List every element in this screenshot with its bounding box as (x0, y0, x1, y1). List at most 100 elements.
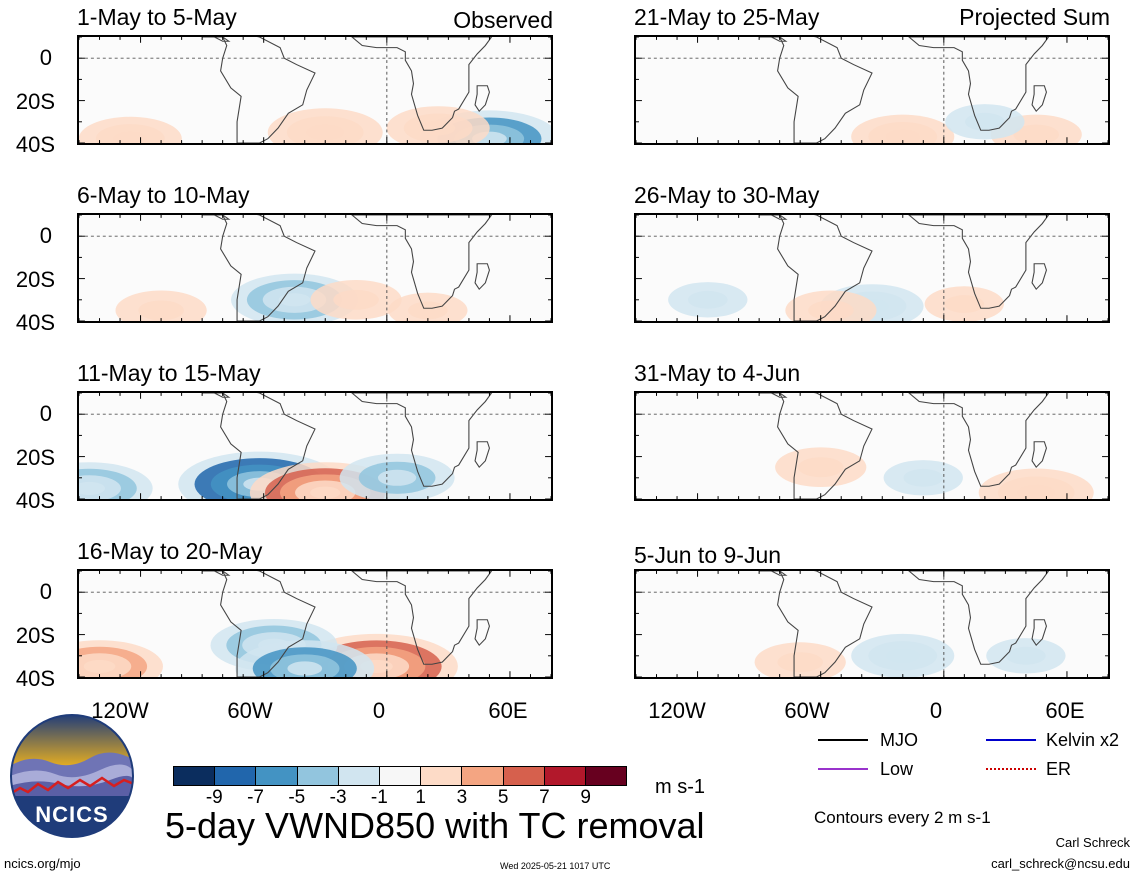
ytick-r4-20s: 20S (15, 623, 55, 648)
ytick-r4-40s: 40S (15, 666, 55, 691)
panel-title-left-4: 16-May to 20-May (77, 538, 263, 564)
anomaly-contour (1013, 124, 1060, 143)
colorbar-label: 5 (497, 787, 509, 808)
anomaly-contour (408, 301, 448, 320)
ytick-r2-0: 0 (39, 223, 52, 248)
legend-label-mjo: MJO (880, 730, 918, 750)
anomaly-contour (421, 120, 456, 136)
anomaly-contour (79, 481, 106, 495)
colorbar (173, 766, 627, 786)
colorbar-bin (502, 767, 544, 785)
panel-title-right-2: 26-May to 30-May (634, 182, 820, 208)
anomaly-contour (1006, 646, 1046, 665)
coastline (908, 215, 1050, 309)
colorbar-label: 1 (415, 787, 426, 808)
colorbar-bin (174, 767, 215, 785)
anomaly-contour (777, 652, 824, 673)
xtick-right-120w: 120W (648, 698, 706, 723)
colorbar-bin (296, 767, 338, 785)
coastline (474, 619, 490, 647)
coastline (474, 85, 490, 113)
ytick-r2-20s: 20S (15, 267, 55, 292)
coastline (759, 571, 788, 576)
ytick-r3-0: 0 (39, 401, 52, 426)
map-svg (79, 571, 551, 677)
coastline (474, 441, 490, 469)
coastline (1031, 85, 1047, 113)
coastline (220, 215, 316, 321)
anomaly-contour (310, 486, 341, 499)
legend-label-er: ER (1046, 759, 1072, 779)
colorbar-label: 9 (580, 787, 591, 808)
map-panel-right-3 (634, 391, 1110, 501)
xtick-right-60e: 60E (1045, 698, 1085, 723)
website-url: ncics.org/mjo (4, 856, 81, 871)
map-panel-left-3 (77, 391, 553, 501)
colorbar-bin (337, 767, 379, 785)
legend-label-low: Low (880, 759, 914, 779)
colorbar-label: -5 (288, 787, 306, 808)
map-panel-left-1 (77, 35, 553, 145)
main-title: 5-day VWND850 with TC removal (165, 805, 705, 846)
ytick-r4-0: 0 (39, 579, 52, 604)
coastline (351, 37, 493, 131)
anomaly-contour (885, 648, 920, 664)
anomaly-contour (333, 289, 379, 310)
map-svg (636, 393, 1108, 499)
legend-line-mjo (818, 739, 868, 741)
colorbar-bin (461, 767, 503, 785)
xtick-left-0: 0 (372, 698, 386, 723)
map-panel-right-1 (634, 35, 1110, 145)
map-panel-left-2 (77, 213, 553, 323)
coastline (220, 393, 316, 499)
colorbar-label: -3 (329, 787, 347, 808)
coastline (1031, 263, 1047, 291)
panel-title-right-4: 5-Jun to 9-Jun (634, 542, 782, 568)
anomaly-contour (885, 129, 920, 143)
colorbar-label: -7 (247, 787, 264, 808)
coastline (1031, 441, 1047, 469)
coastline (908, 393, 1050, 487)
coastline (1031, 619, 1047, 647)
map-panel-right-2 (634, 213, 1110, 323)
colorbar-label: 7 (539, 787, 550, 808)
xtick-right-0: 0 (929, 698, 943, 723)
anomaly-contour (797, 457, 844, 478)
ytick-r1-40s: 40S (15, 132, 55, 157)
legend-line-er (986, 768, 1036, 770)
anomaly-contour (113, 131, 148, 143)
map-svg (79, 37, 551, 143)
map-panel-right-4 (634, 569, 1110, 679)
coastline (777, 37, 873, 143)
panel-title-right-1: 21-May to 25-May (634, 4, 820, 30)
coastline (351, 215, 493, 309)
coastline (759, 215, 788, 220)
anomaly-contour (687, 290, 728, 309)
ytick-r1-20s: 20S (15, 89, 55, 114)
projected-sum-label: Projected Sum (959, 4, 1110, 30)
xtick-left-120w: 120W (91, 698, 149, 723)
anomaly-contour (903, 468, 944, 487)
map-svg (636, 215, 1108, 321)
anomaly-contour (287, 661, 323, 676)
coastline (351, 571, 493, 665)
observed-label: Observed (453, 7, 553, 33)
coastline (202, 393, 231, 398)
coastline (759, 393, 788, 398)
xtick-right-60w: 60W (784, 698, 830, 723)
coastline (220, 37, 316, 143)
ytick-r3-40s: 40S (15, 488, 55, 513)
coastline (474, 263, 490, 291)
panel-title-right-3: 31-May to 4-Jun (634, 360, 801, 386)
coastline (777, 215, 873, 321)
colorbar-bin (214, 767, 256, 785)
map-svg (79, 393, 551, 499)
anomaly-contour (1017, 484, 1056, 499)
anomaly-contour (278, 293, 311, 307)
email: carl_schreck@ncsu.edu (991, 856, 1130, 871)
coastline (908, 37, 1050, 131)
colorbar-bin (255, 767, 297, 785)
colorbar-unit: m s-1 (655, 776, 705, 798)
timestamp: Wed 2025-05-21 1017 UTC (500, 861, 611, 871)
legend-line-low (818, 768, 868, 770)
